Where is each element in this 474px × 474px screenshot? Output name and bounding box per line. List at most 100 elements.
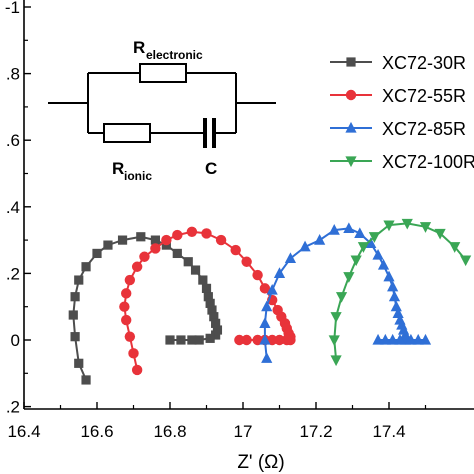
resistor-electronic — [139, 63, 187, 83]
data-point — [74, 275, 84, 285]
data-point — [377, 258, 390, 270]
data-point — [70, 292, 80, 302]
label-r-ionic: R — [112, 159, 124, 178]
data-point — [68, 310, 78, 320]
data-point — [261, 300, 273, 312]
data-point — [203, 292, 213, 302]
data-point — [183, 257, 193, 267]
data-point — [259, 283, 271, 294]
data-point — [131, 261, 143, 272]
data-point — [70, 332, 80, 342]
data-point — [284, 252, 297, 264]
series-xc72-55r — [119, 226, 296, 376]
x-tick-label: 17 — [234, 422, 253, 441]
data-point — [121, 288, 132, 299]
data-point — [267, 334, 278, 346]
data-point — [357, 242, 370, 253]
data-point — [136, 232, 146, 242]
data-point — [449, 242, 461, 253]
data-point — [150, 243, 161, 254]
data-point — [350, 255, 362, 267]
legend-item: XC72-30R — [330, 53, 466, 73]
data-point — [345, 89, 357, 101]
data-point — [241, 334, 252, 346]
data-point — [172, 229, 183, 241]
data-point — [314, 234, 326, 245]
data-point — [215, 234, 227, 246]
data-point — [383, 270, 395, 282]
data-point — [434, 228, 446, 240]
data-point — [259, 333, 271, 345]
data-point — [335, 292, 348, 303]
series-xc72-30r — [68, 232, 223, 385]
data-point — [230, 244, 241, 256]
data-point — [103, 240, 113, 250]
x-tick-label: 17.4 — [372, 422, 405, 441]
data-point — [211, 330, 221, 340]
data-point — [252, 334, 263, 346]
legend: XC72-30R XC72-55R XC72-85R XC72-100R — [330, 53, 474, 172]
data-point — [379, 333, 391, 345]
data-point — [383, 220, 395, 232]
data-point — [274, 334, 285, 346]
x-tick-label: 16.8 — [153, 422, 186, 441]
y-tick-label: .4 — [6, 198, 20, 217]
data-point — [187, 335, 197, 345]
data-point — [273, 267, 286, 278]
data-point — [261, 352, 273, 363]
data-point — [124, 331, 136, 342]
y-tick-label: .2 — [6, 398, 20, 417]
data-point — [372, 333, 384, 345]
data-point — [81, 262, 91, 272]
data-point — [365, 237, 377, 249]
data-point — [121, 314, 132, 326]
data-point — [259, 317, 271, 328]
data-point — [131, 364, 143, 376]
data-point — [161, 234, 172, 246]
data-point — [74, 358, 84, 368]
data-point — [81, 375, 91, 385]
legend-item: XC72-55R — [330, 86, 466, 106]
legend-label: XC72-55R — [382, 86, 466, 106]
data-point — [328, 224, 340, 235]
axes: 16.4 16.6 16.8 17 17.2 17.4 .2 0 .2 .4 .6 .8 -1 — [5, 0, 474, 441]
series-xc72-100r — [328, 218, 472, 367]
data-point — [252, 269, 263, 281]
data-point — [354, 227, 366, 239]
label-r-electronic: R — [133, 38, 145, 57]
data-point — [328, 335, 340, 347]
legend-label: XC72-100R — [382, 152, 474, 172]
data-point — [172, 248, 182, 259]
data-point — [460, 255, 472, 267]
data-point — [346, 57, 356, 67]
data-point — [150, 235, 160, 245]
data-point — [165, 335, 175, 345]
data-point — [419, 333, 432, 345]
legend-label: XC72-30R — [382, 53, 466, 73]
data-point — [211, 318, 221, 328]
data-point — [190, 265, 201, 275]
y-tick-label: .8 — [6, 65, 20, 84]
label-c: C — [205, 159, 217, 178]
data-point — [205, 333, 215, 343]
data-point — [128, 348, 139, 359]
data-point — [139, 251, 150, 262]
data-point — [412, 333, 424, 345]
data-point — [194, 335, 204, 345]
data-point — [201, 228, 212, 239]
x-axis-label: Z' (Ω) — [237, 452, 284, 473]
data-point — [343, 222, 355, 234]
data-point — [401, 218, 413, 230]
x-tick-label: 16.4 — [7, 422, 40, 441]
x-tick-label: 17.2 — [299, 422, 332, 441]
data-point — [209, 312, 219, 322]
data-point — [345, 121, 357, 133]
data-point — [212, 325, 223, 335]
data-point — [119, 301, 130, 312]
data-point — [419, 222, 432, 233]
data-point — [241, 256, 252, 267]
data-point — [345, 156, 357, 168]
data-point — [330, 312, 342, 323]
legend-item: XC72-100R — [330, 152, 474, 172]
